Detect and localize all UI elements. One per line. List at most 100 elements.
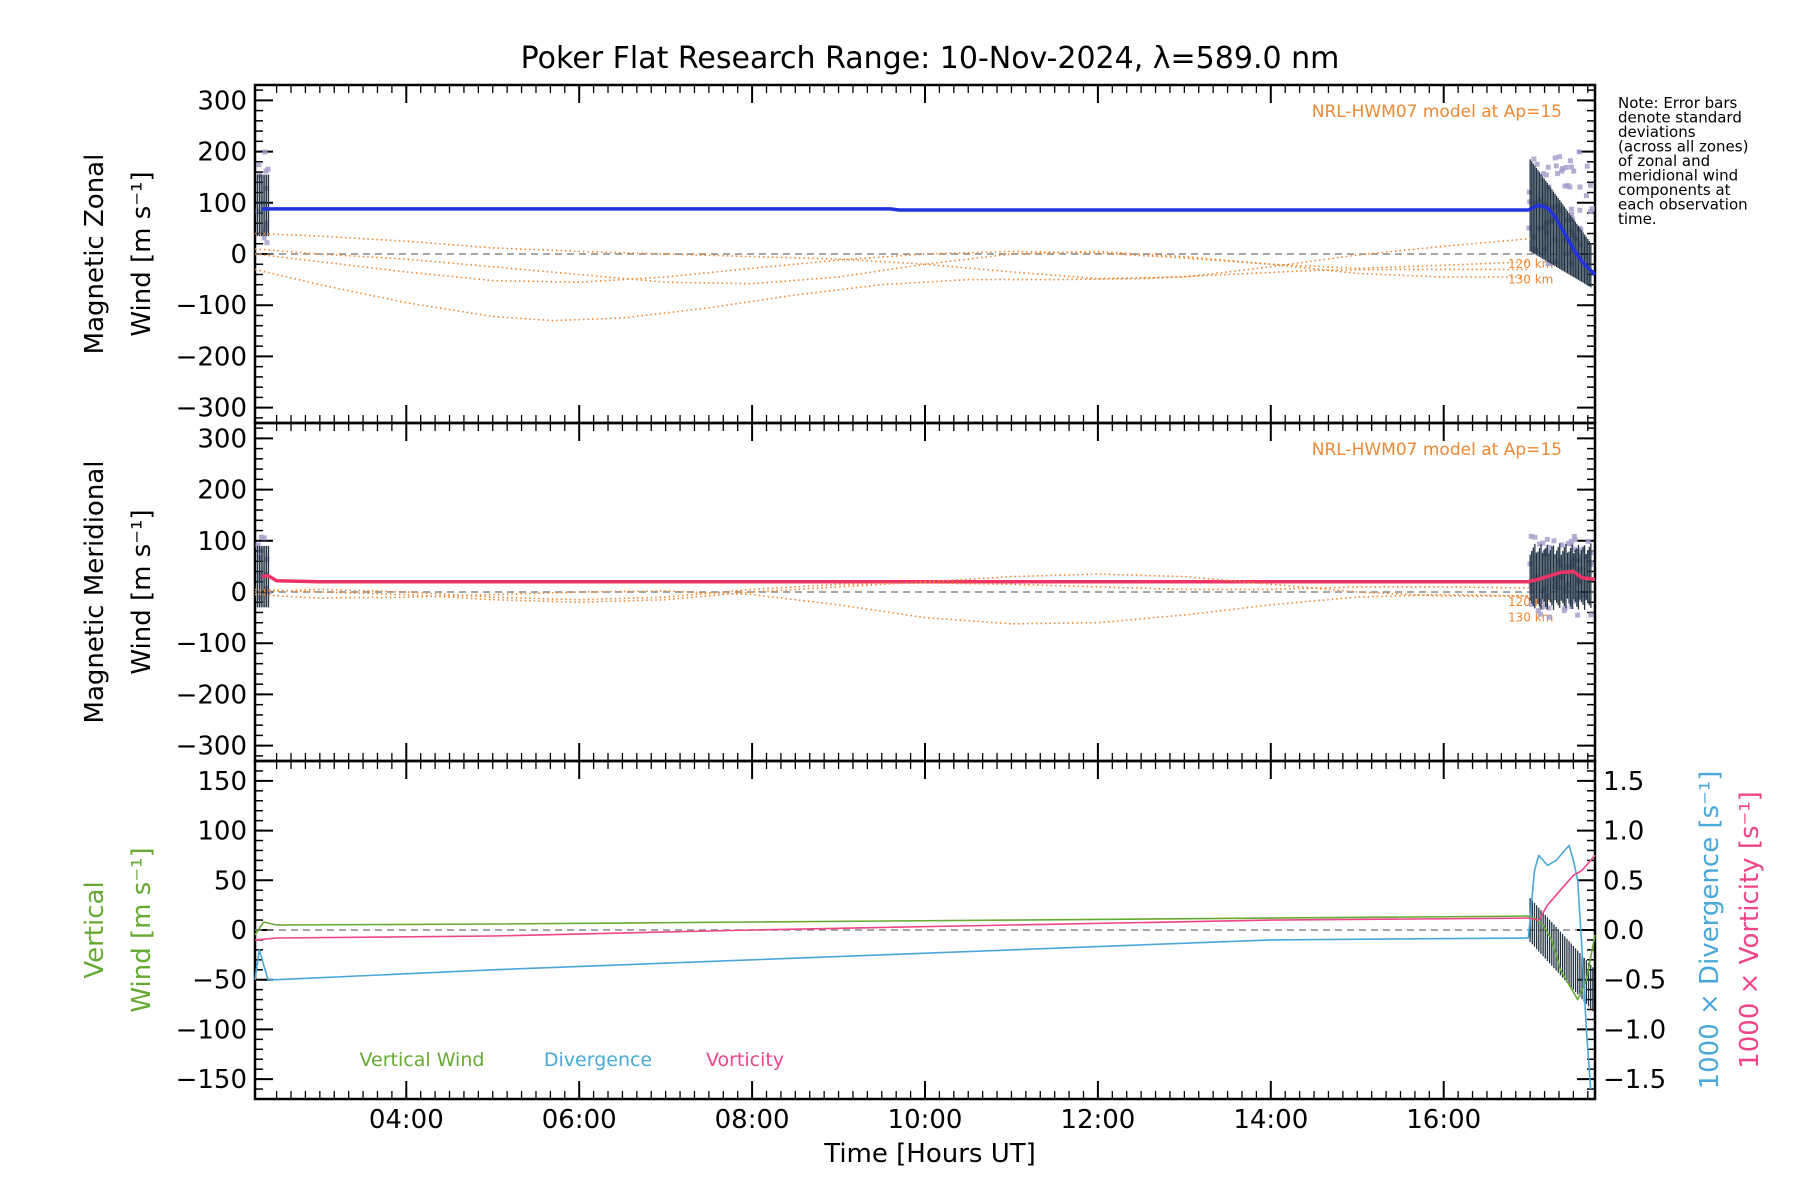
series-nrl-hwm07-120-km <box>254 590 1531 625</box>
series-vertical-wind <box>254 915 1596 1001</box>
y-tick-label: −50 <box>192 966 247 996</box>
y-tick-label: 300 <box>197 86 247 116</box>
scatter-point <box>1546 605 1552 611</box>
scatter-point <box>1568 541 1574 547</box>
height-label-130km: 130 km <box>1508 273 1553 287</box>
y-tick-label: 100 <box>197 527 247 557</box>
note-line: (across all zones) <box>1618 138 1748 156</box>
y-tick-label: −300 <box>176 394 247 424</box>
scatter-point <box>1535 608 1541 614</box>
scatter-point <box>1528 533 1534 539</box>
legend-entry: Divergence <box>544 1049 652 1071</box>
scatter-point <box>1546 544 1552 550</box>
legend-entry: Vorticity <box>706 1049 784 1071</box>
scatter-point <box>1559 542 1565 548</box>
y-axis-label-line2: Wind [m s⁻¹] <box>127 171 157 336</box>
scatter-point <box>1588 209 1594 215</box>
scatter-point <box>1570 559 1576 565</box>
scatter-point <box>1554 171 1560 177</box>
scatter-point <box>1568 206 1574 212</box>
scatter-point <box>262 149 268 155</box>
scatter-point <box>1553 163 1559 169</box>
note-line: meridional wind <box>1618 167 1738 185</box>
scatter-point <box>1567 184 1573 190</box>
y-tick-label: 0 <box>230 578 247 608</box>
note-line: deviations <box>1618 123 1696 141</box>
y2-tick-label: −1.5 <box>1603 1065 1666 1095</box>
x-tick-label: 06:00 <box>542 1105 617 1135</box>
scatter-point <box>261 235 267 241</box>
y-tick-label: 100 <box>197 189 247 219</box>
y-axis-label-line2: Wind [m s⁻¹] <box>127 847 157 1012</box>
scatter-point <box>1587 182 1593 188</box>
scatter-point <box>1564 563 1570 569</box>
scatter-point <box>1529 601 1535 607</box>
scatter-point <box>1559 168 1565 174</box>
x-tick-label: 14:00 <box>1233 1105 1308 1135</box>
y2-tick-label: 0.0 <box>1603 916 1644 946</box>
scatter-point <box>1577 207 1583 213</box>
scatter-point <box>1546 614 1552 620</box>
scatter-point <box>1544 172 1550 178</box>
x-tick-label: 04:00 <box>369 1105 444 1135</box>
scatter-point <box>1544 536 1550 542</box>
series-magnetic-meridional-wind <box>261 569 1596 584</box>
note-line: components at <box>1618 181 1731 199</box>
scatter-point <box>1556 207 1562 213</box>
scatter-point <box>262 227 268 233</box>
scatter-point <box>1563 164 1569 170</box>
scatter-point <box>1540 598 1546 604</box>
scatter-point <box>1540 540 1546 546</box>
y-axis-label-line1: Vertical <box>80 881 110 978</box>
scatter-point <box>255 542 261 548</box>
error-bars <box>1529 898 1594 1012</box>
series-nrl-hwm07-model-b <box>254 248 1531 285</box>
note-line: of zonal and <box>1618 152 1710 170</box>
scatter-point <box>1568 538 1574 544</box>
scatter-point <box>1569 211 1575 217</box>
scatter-point <box>1576 149 1582 155</box>
y-tick-label: 200 <box>197 138 247 168</box>
note-line: Note: Error bars <box>1618 94 1738 112</box>
scatter-point <box>261 535 267 541</box>
scatter-point <box>1532 534 1538 540</box>
y2-tick-label: −1.0 <box>1603 1015 1666 1045</box>
series-nrl-hwm07-model-a <box>254 232 1531 280</box>
scatter-point <box>1588 612 1594 618</box>
note-line: time. <box>1618 210 1657 228</box>
y-tick-label: 300 <box>197 424 247 454</box>
scatter-point <box>1572 546 1578 552</box>
note-line: denote standard <box>1618 109 1742 127</box>
y-tick-label: 200 <box>197 476 247 506</box>
scatter-point <box>1572 537 1578 543</box>
scatter-point <box>1571 533 1577 539</box>
scatter-point <box>1568 604 1574 610</box>
legend-entry: Vertical Wind <box>360 1049 485 1071</box>
y-tick-label: −100 <box>176 291 247 321</box>
scatter-point <box>1529 588 1535 594</box>
scatter-point <box>1567 158 1573 164</box>
model-label: NRL-HWM07 model at Ap=15 <box>1312 102 1562 122</box>
y-axis-label-line1: Magnetic Meridional <box>80 461 110 724</box>
scatter-point <box>1526 225 1532 231</box>
scatter-point <box>1568 164 1574 170</box>
scatter-point <box>1565 540 1571 546</box>
height-label-130km: 130 km <box>1508 611 1553 625</box>
y-axis-label-line2: Wind [m s⁻¹] <box>127 509 157 674</box>
panel-vertical: −150 −100 −50 0 50 100 150 Vertical Wind [m s⁻¹]… <box>80 759 1765 1101</box>
y-tick-label: −150 <box>176 1065 247 1095</box>
scatter-point <box>256 162 262 168</box>
scatter-point <box>1583 193 1589 199</box>
scatter-point <box>1540 171 1546 177</box>
model-label: NRL-HWM07 model at Ap=15 <box>1312 440 1562 460</box>
chart-title: Poker Flat Research Range: 10-Nov-2024, … <box>521 41 1340 76</box>
panel-zonal: −300 −200 −100 0 100 200 300 Magnetic Zonal Wind… <box>80 83 1597 425</box>
error-bars <box>256 159 1592 288</box>
series-divergence <box>254 844 1592 1090</box>
y2-tick-label: 1.5 <box>1603 767 1644 797</box>
scatter-point <box>1576 549 1582 555</box>
scatter-point <box>1534 161 1540 167</box>
scatter-point <box>1562 183 1568 189</box>
x-tick-label: 12:00 <box>1060 1105 1135 1135</box>
